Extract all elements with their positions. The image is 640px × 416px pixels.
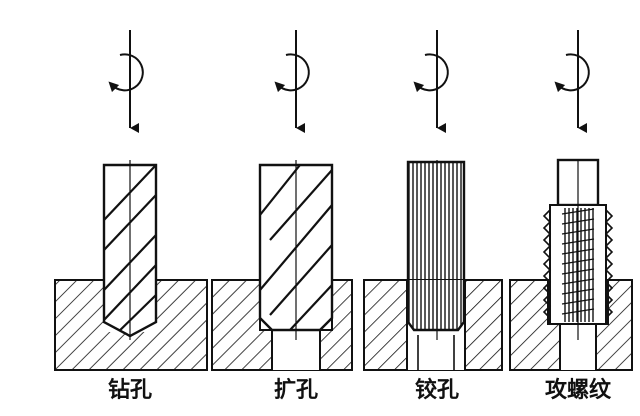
panel-drilling [54,30,208,371]
caption-tapping: 攻螺纹 [544,377,611,403]
panel-enlarging [211,30,353,371]
drill-bit [102,160,158,340]
panel-tapping [509,30,633,371]
core-drill [258,160,334,340]
reamer [406,160,466,340]
rotation-arrow-icon [554,53,590,93]
rotation-arrow-icon [413,53,449,93]
rotation-arrow-icon [108,53,144,93]
panel-reaming [363,30,503,371]
rotation-arrow-icon [274,53,310,93]
caption-drilling: 钻孔 [107,377,152,403]
caption-enlarging: 扩孔 [273,377,318,403]
caption-reaming: 铰孔 [414,377,459,403]
tap [542,158,614,340]
